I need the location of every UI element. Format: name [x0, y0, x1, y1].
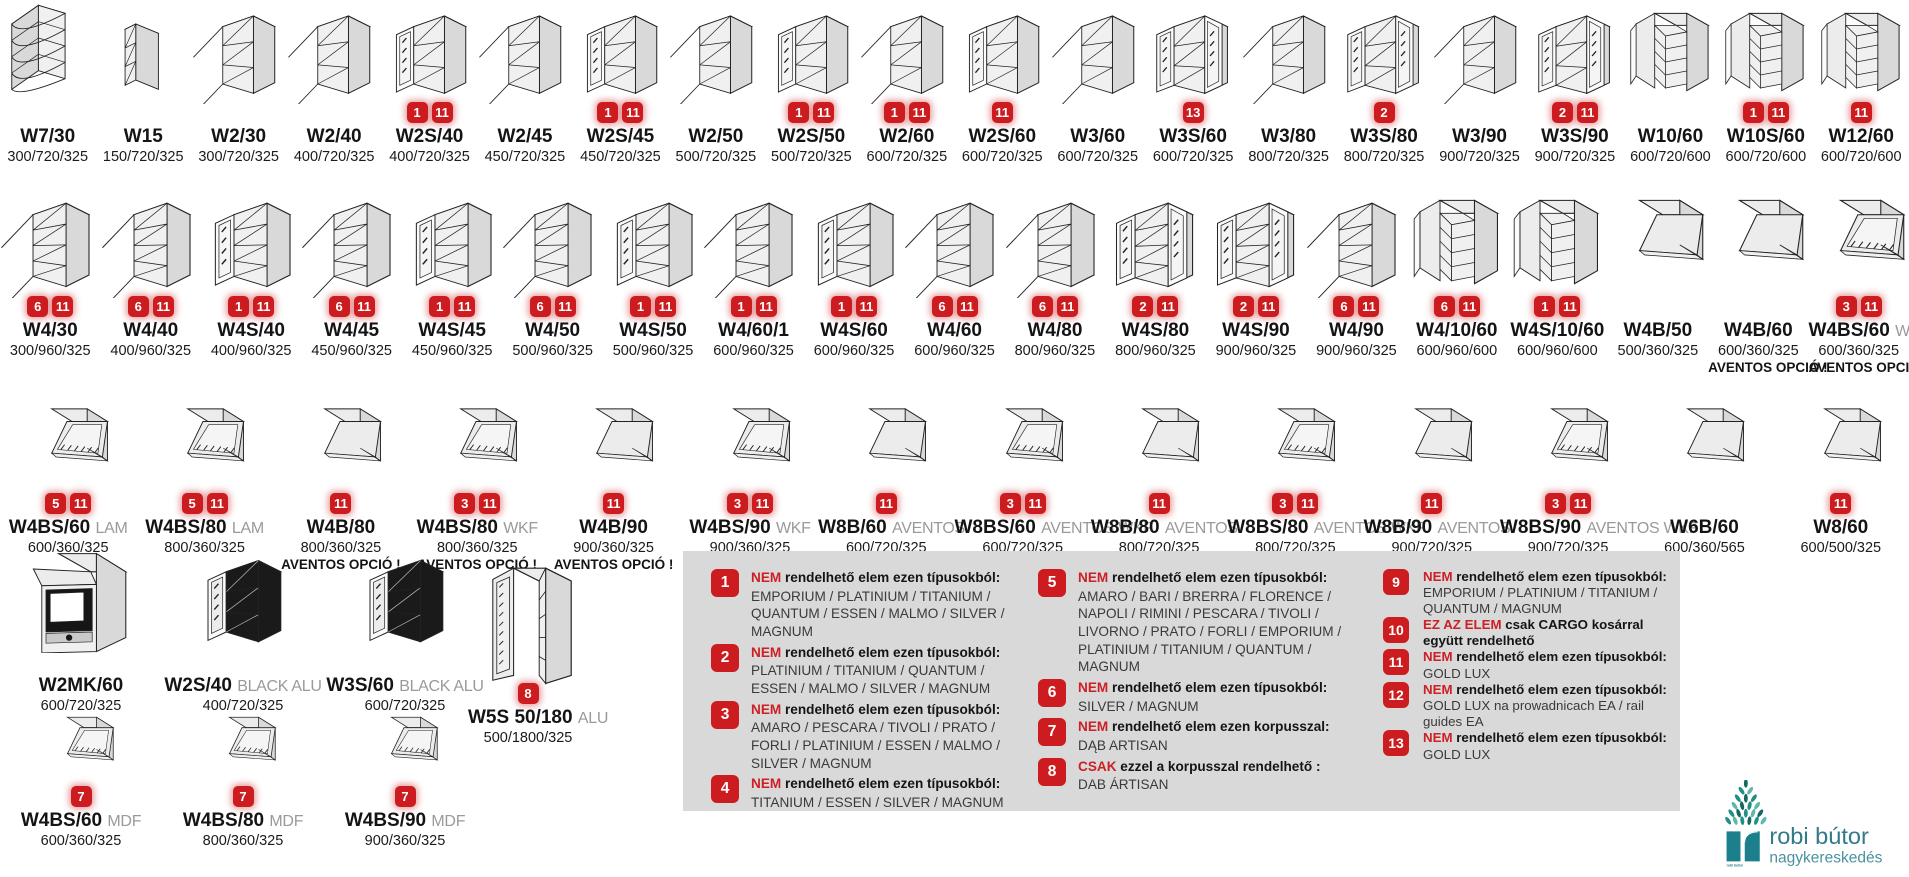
svg-text:nagykereskedés: nagykereskedés [1769, 849, 1882, 866]
svg-text:robi bútor: robi bútor [1769, 823, 1869, 849]
svg-text:robi bútor: robi bútor [1727, 864, 1744, 868]
